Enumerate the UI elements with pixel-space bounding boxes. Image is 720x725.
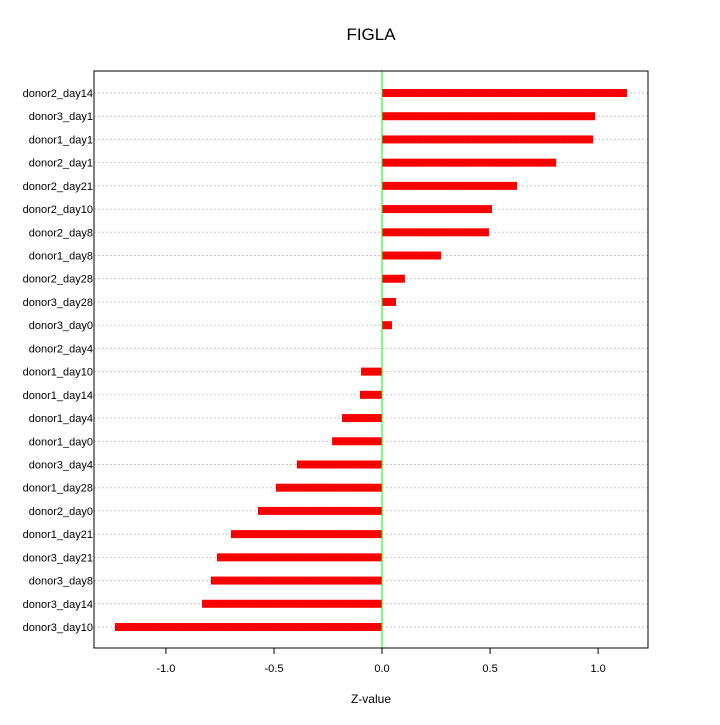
y-tick-label: donor2_day1 xyxy=(29,158,93,170)
y-tick-label: donor1_day14 xyxy=(23,390,93,402)
y-tick-label: donor1_day21 xyxy=(23,529,93,541)
x-axis-label: Z-value xyxy=(351,692,391,706)
x-tick-label: -1.0 xyxy=(156,663,175,675)
bar-donor1_day10 xyxy=(361,367,383,376)
bar-donor3_day28 xyxy=(382,297,397,306)
bar-donor1_day14 xyxy=(359,390,383,399)
y-tick-label: donor1_day28 xyxy=(23,483,93,495)
y-tick-label: donor3_day1 xyxy=(29,111,93,123)
x-tick-label: 0.0 xyxy=(374,663,389,675)
bar-donor3_day10 xyxy=(114,623,383,631)
bar-donor2_day28 xyxy=(382,274,405,283)
bar-donor2_day0 xyxy=(257,506,383,515)
chart-title: FIGLA xyxy=(346,25,396,44)
x-tick-label: -0.5 xyxy=(265,663,284,675)
bar-donor2_day14 xyxy=(382,89,628,97)
y-tick-label: donor1_day10 xyxy=(23,367,93,379)
plot-frame xyxy=(93,70,649,649)
bar-donor3_day1 xyxy=(382,112,596,121)
y-tick-label: donor1_day1 xyxy=(29,134,93,146)
y-tick-label: donor1_day8 xyxy=(29,251,93,263)
bar-donor1_day8 xyxy=(382,251,442,260)
y-tick-label: donor2_day4 xyxy=(29,343,93,355)
y-tick-label: donor2_day8 xyxy=(29,227,93,239)
bar-donor1_day28 xyxy=(275,483,383,492)
bar-donor3_day8 xyxy=(210,576,383,585)
y-tick-label: donor3_day28 xyxy=(23,297,93,309)
bar-donor1_day4 xyxy=(342,414,383,423)
y-tick-label: donor3_day10 xyxy=(23,622,93,634)
bar-donor3_day21 xyxy=(216,553,383,562)
y-tick-label: donor3_day0 xyxy=(29,320,93,332)
x-tick-label: 1.0 xyxy=(590,663,605,675)
y-tick-label: donor1_day0 xyxy=(29,436,93,448)
bar-donor2_day8 xyxy=(382,228,489,237)
y-tick-label: donor3_day14 xyxy=(23,599,93,611)
y-tick-label: donor1_day4 xyxy=(29,413,93,425)
y-tick-label: donor3_day8 xyxy=(29,576,93,588)
y-tick-label: donor2_day14 xyxy=(23,88,93,100)
y-tick-label: donor2_day21 xyxy=(23,181,93,193)
y-tick-label: donor2_day0 xyxy=(29,506,93,518)
bar-donor3_day14 xyxy=(202,599,383,608)
y-tick-label: donor2_day10 xyxy=(23,204,93,216)
y-tick-label: donor3_day4 xyxy=(29,459,93,471)
y-tick-label: donor2_day28 xyxy=(23,274,93,286)
bar-donor2_day21 xyxy=(382,181,518,190)
y-tick-label: donor3_day21 xyxy=(23,552,93,564)
x-tick-label: 0.5 xyxy=(482,663,497,675)
bar-donor3_day0 xyxy=(382,321,392,330)
